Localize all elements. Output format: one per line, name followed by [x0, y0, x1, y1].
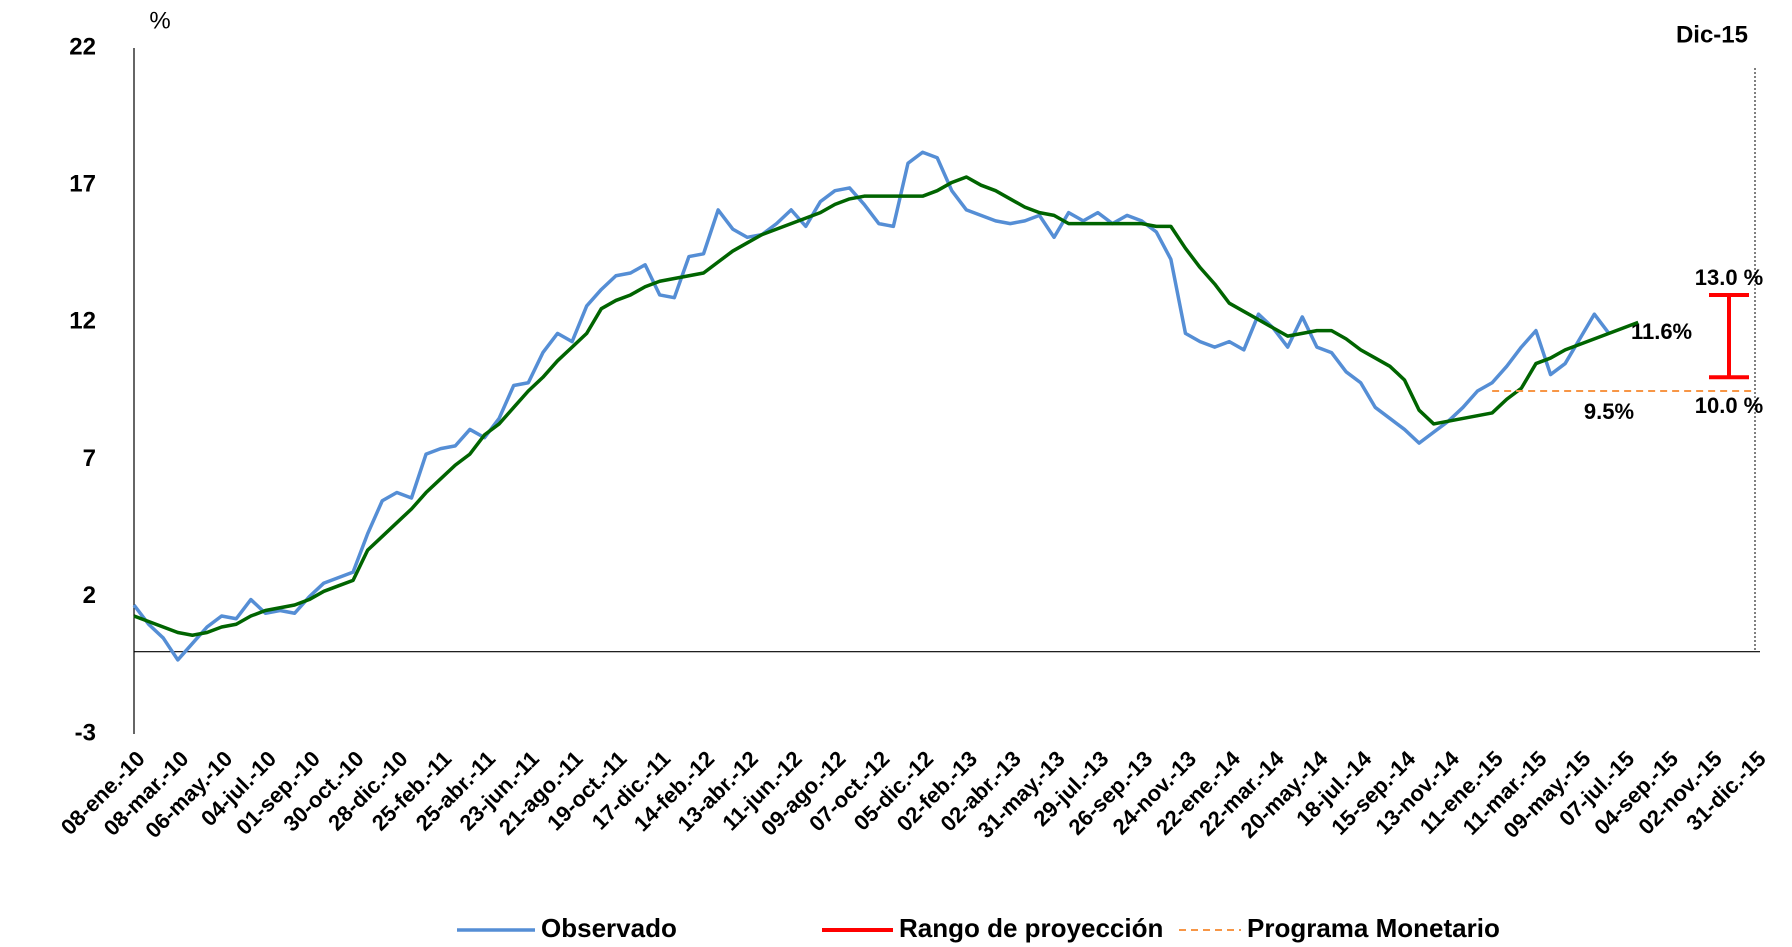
range-date-label: Dic-15: [1676, 21, 1748, 48]
y-tick-label: 2: [83, 582, 96, 609]
legend-label: Observado: [541, 913, 677, 943]
y-unit: %: [149, 7, 170, 34]
y-tick-label: 22: [69, 33, 96, 60]
y-tick-label: -3: [75, 719, 96, 746]
value-label: 9.5%: [1584, 399, 1634, 424]
series-line: [132, 150, 1611, 662]
range-bar: [1709, 292, 1749, 380]
y-tick-label: 12: [69, 308, 96, 335]
range-label: 13.0 %: [1695, 265, 1764, 290]
y-tick-label: 7: [83, 445, 96, 472]
legend-label: Rango de proyección: [899, 913, 1163, 943]
legend-label: Programa Monetario: [1247, 913, 1500, 943]
series-line: [133, 175, 1639, 637]
range-label: 10.0 %: [1695, 393, 1764, 418]
value-label: 11.6%: [1631, 319, 1692, 344]
y-tick-label: 17: [69, 171, 96, 198]
